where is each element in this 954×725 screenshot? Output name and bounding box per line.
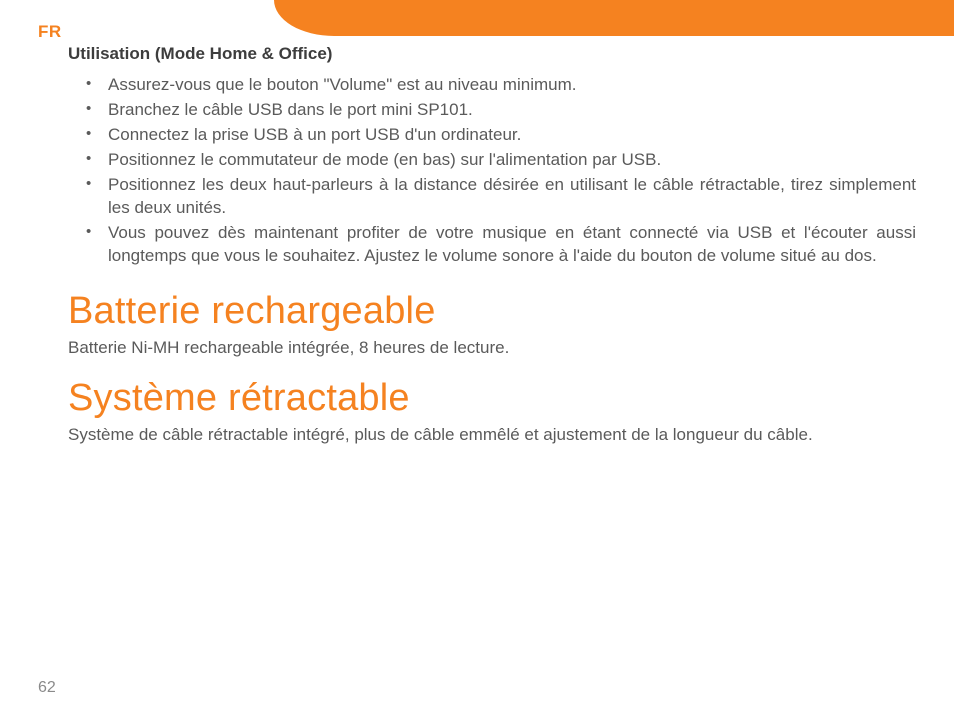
bullet-item: Connectez la prise USB à un port USB d'u… (68, 124, 916, 147)
section-body-retractable: Système de câble rétractable intégré, pl… (68, 424, 916, 447)
bullet-item: Assurez-vous que le bouton "Volume" est … (68, 74, 916, 97)
language-code: FR (38, 22, 62, 42)
section-heading-battery: Batterie rechargeable (68, 290, 916, 333)
bullet-item: Positionnez le commutateur de mode (en b… (68, 149, 916, 172)
page-content: Utilisation (Mode Home & Office) Assurez… (68, 44, 916, 457)
page-number: 62 (38, 679, 56, 697)
usage-bullet-list: Assurez-vous que le bouton "Volume" est … (68, 74, 916, 268)
bullet-item: Positionnez les deux haut-parleurs à la … (68, 174, 916, 220)
bullet-item: Vous pouvez dès maintenant profiter de v… (68, 222, 916, 268)
header-accent-fill (274, 0, 954, 36)
section-body-battery: Batterie Ni-MH rechargeable intégrée, 8 … (68, 337, 916, 360)
usage-subheading: Utilisation (Mode Home & Office) (68, 44, 916, 64)
header-accent-tab (274, 0, 954, 36)
bullet-item: Branchez le câble USB dans le port mini … (68, 99, 916, 122)
section-heading-retractable: Système rétractable (68, 377, 916, 420)
